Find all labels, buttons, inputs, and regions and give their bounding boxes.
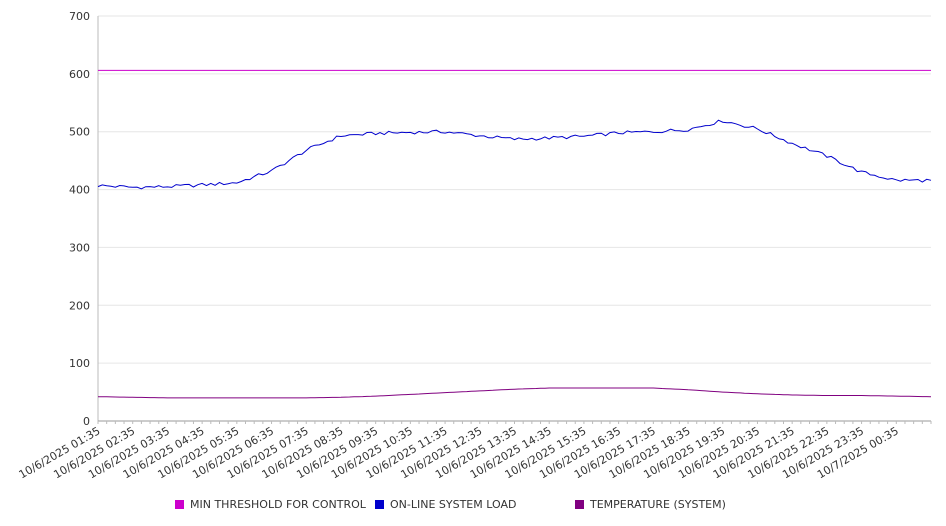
y-tick-label: 200 bbox=[69, 299, 90, 312]
y-tick-label: 100 bbox=[69, 357, 90, 370]
legend-label-temperature: TEMPERATURE (SYSTEM) bbox=[590, 498, 726, 511]
axes bbox=[97, 16, 932, 424]
grid-lines bbox=[98, 15, 931, 364]
series-line-1 bbox=[97, 119, 932, 190]
y-tick-labels: 0 100 200 300 400 500 600 700 bbox=[69, 10, 90, 428]
y-tick-label: 500 bbox=[69, 126, 90, 139]
y-tick-label: 700 bbox=[69, 10, 90, 23]
series-line-2 bbox=[97, 387, 932, 399]
legend-swatch-system-load bbox=[375, 500, 384, 509]
legend-item-system-load[interactable]: ON-LINE SYSTEM LOAD bbox=[375, 498, 516, 511]
legend-swatch-min-threshold bbox=[175, 500, 184, 509]
legend-swatch-temperature bbox=[575, 500, 584, 509]
legend-item-temperature[interactable]: TEMPERATURE (SYSTEM) bbox=[575, 498, 726, 511]
y-tick-label: 300 bbox=[69, 241, 90, 254]
y-tick-label: 600 bbox=[69, 68, 90, 81]
line-chart: 0 100 200 300 400 500 600 700 10/6/2025 01:3510… bbox=[17, 10, 932, 481]
legend-label-system-load: ON-LINE SYSTEM LOAD bbox=[390, 498, 517, 511]
series-lines bbox=[97, 69, 932, 399]
legend-label-min-threshold: MIN THRESHOLD FOR CONTROL bbox=[190, 498, 366, 511]
legend-item-min-threshold[interactable]: MIN THRESHOLD FOR CONTROL bbox=[175, 498, 366, 511]
legend: MIN THRESHOLD FOR CONTROL ON-LINE SYSTEM… bbox=[0, 498, 946, 514]
y-tick-label: 400 bbox=[69, 184, 90, 197]
y-tick-label: 0 bbox=[83, 415, 90, 428]
